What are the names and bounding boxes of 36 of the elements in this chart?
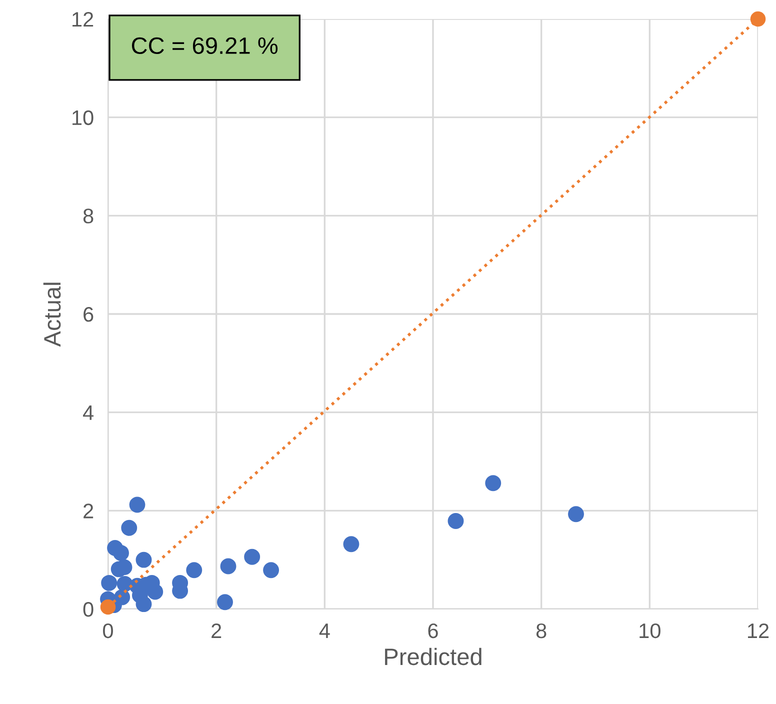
y-tick-label: 8 bbox=[83, 208, 94, 224]
point bbox=[113, 544, 129, 561]
x-tick-label: 2 bbox=[212, 623, 222, 638]
point bbox=[129, 496, 146, 513]
point bbox=[568, 506, 584, 522]
point bbox=[750, 11, 766, 27]
y-tick-label: 2 bbox=[84, 504, 94, 518]
x-tick-label: 12 bbox=[748, 623, 769, 638]
x-tick-label: 0 bbox=[103, 623, 113, 638]
point bbox=[186, 562, 202, 578]
point bbox=[217, 594, 233, 610]
x-tick-label: 8 bbox=[536, 623, 546, 638]
y-tick-label: 4 bbox=[83, 406, 94, 420]
x-tick-label: 4 bbox=[319, 624, 330, 638]
x-tick-label: 6 bbox=[428, 623, 438, 638]
y-axis-title: Actual bbox=[43, 282, 61, 347]
y-tick-label: 10 bbox=[72, 110, 94, 126]
x-axis-title: Predicted bbox=[385, 648, 482, 666]
point bbox=[220, 558, 236, 574]
point bbox=[263, 562, 280, 578]
point bbox=[121, 520, 138, 536]
point bbox=[100, 599, 116, 615]
x-tick-label: 10 bbox=[640, 623, 660, 638]
point bbox=[136, 552, 152, 568]
y-tick-label: 0 bbox=[83, 602, 94, 617]
point bbox=[147, 584, 164, 600]
point bbox=[244, 548, 260, 565]
y-tick-label: 12 bbox=[72, 12, 94, 27]
y-tick-label: 6 bbox=[84, 307, 94, 322]
point bbox=[116, 576, 133, 592]
point bbox=[448, 513, 464, 529]
point bbox=[485, 475, 502, 492]
point bbox=[101, 574, 118, 591]
annotation: CC = 69.21 % bbox=[132, 37, 278, 54]
point bbox=[343, 536, 360, 552]
point bbox=[136, 596, 152, 612]
